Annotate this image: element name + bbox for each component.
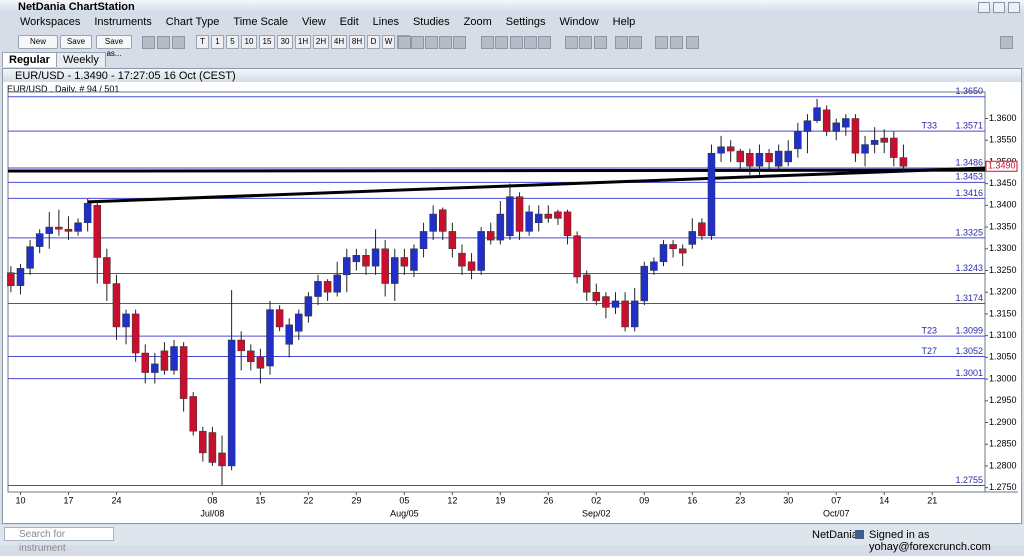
toolbar-icon[interactable] bbox=[453, 36, 466, 49]
timeframe-button[interactable]: 8H bbox=[349, 35, 365, 49]
status-brand: NetDania bbox=[812, 529, 858, 541]
tab[interactable]: Regular bbox=[2, 52, 57, 67]
toolbar-icon[interactable] bbox=[142, 36, 155, 49]
chart-window-title: EUR/USD - 1.3490 - 17:27:05 16 Oct (CEST… bbox=[15, 70, 236, 82]
app-title: NetDania ChartStation bbox=[18, 1, 135, 13]
toolbar-icon[interactable] bbox=[425, 36, 438, 49]
maximize[interactable] bbox=[993, 2, 1005, 13]
toolbar-icon[interactable] bbox=[172, 36, 185, 49]
status-icon bbox=[855, 530, 864, 539]
timeframe-button[interactable]: 15 bbox=[259, 35, 275, 49]
menu-item[interactable]: Help bbox=[612, 16, 636, 28]
timeframe-button[interactable]: 2H bbox=[313, 35, 329, 49]
title-bar: NetDania ChartStation bbox=[0, 0, 1024, 14]
timeframe-button[interactable]: 4H bbox=[331, 35, 347, 49]
toolbar-icon[interactable] bbox=[524, 36, 537, 49]
menu-item[interactable]: Lines bbox=[372, 16, 399, 28]
toolbar-button[interactable]: Save bbox=[60, 35, 92, 49]
menu-item[interactable]: Window bbox=[559, 16, 599, 28]
toolbar-icon[interactable] bbox=[629, 36, 642, 49]
timeframe-button[interactable]: 5 bbox=[226, 35, 239, 49]
menu-item[interactable]: Settings bbox=[505, 16, 546, 28]
toolbar-icon[interactable] bbox=[439, 36, 452, 49]
timeframe-button[interactable]: T bbox=[196, 35, 209, 49]
toolbar-icon[interactable] bbox=[538, 36, 551, 49]
toolbar-icon[interactable] bbox=[495, 36, 508, 49]
timeframe-button[interactable]: 1H bbox=[295, 35, 311, 49]
tabs: Regular Weekly bbox=[0, 51, 1024, 67]
menu-bar: Workspaces Instruments Chart Type Time Scal… bbox=[0, 15, 1024, 31]
status-bar: Search for instrument NetDania Signed in… bbox=[0, 525, 1024, 554]
menu-item[interactable]: Chart Type bbox=[165, 16, 220, 28]
timeframe-button[interactable]: 10 bbox=[241, 35, 257, 49]
toolbar-icon[interactable] bbox=[670, 36, 683, 49]
menu-item[interactable]: Zoom bbox=[463, 16, 492, 28]
toolbar-icon[interactable] bbox=[565, 36, 578, 49]
status-user: Signed in as yohay@forexcrunch.com bbox=[869, 529, 991, 553]
toolbar-icon[interactable] bbox=[510, 36, 523, 49]
toolbar-icon[interactable] bbox=[398, 36, 411, 49]
chart-subtitle: EUR/USD , Daily, # 94 / 501 bbox=[7, 84, 120, 94]
toolbar-icon[interactable] bbox=[655, 36, 668, 49]
menu-item[interactable]: Studies bbox=[412, 16, 450, 28]
toolbar-icon[interactable] bbox=[157, 36, 170, 49]
timeframe-button[interactable]: 1 bbox=[211, 35, 224, 49]
toolbar-button[interactable]: Save as... bbox=[96, 35, 132, 58]
timeframe-button[interactable]: 30 bbox=[277, 35, 293, 49]
toolbar-icon[interactable] bbox=[594, 36, 607, 49]
toolbar-icon[interactable] bbox=[579, 36, 592, 49]
menu-item[interactable]: Workspaces bbox=[20, 16, 81, 28]
chart-window: EUR/USD - 1.3490 - 17:27:05 16 Oct (CEST… bbox=[2, 68, 1022, 524]
toolbar-icon[interactable] bbox=[615, 36, 628, 49]
tab[interactable]: Weekly bbox=[56, 52, 106, 67]
menu-item[interactable]: View bbox=[302, 16, 326, 28]
toolbar-button[interactable]: New bbox=[18, 35, 58, 49]
toolbar-icon[interactable] bbox=[1000, 36, 1013, 49]
toolbar-icon[interactable] bbox=[481, 36, 494, 49]
toolbar-icon[interactable] bbox=[686, 36, 699, 49]
search-box[interactable]: Search for instrument bbox=[4, 527, 114, 554]
toolbar-icon[interactable] bbox=[411, 36, 424, 49]
chart-window-title-bar: EUR/USD - 1.3490 - 17:27:05 16 Oct (CEST… bbox=[3, 69, 1021, 82]
timeframe-button[interactable]: W bbox=[382, 35, 395, 49]
timeframe-button[interactable]: D bbox=[367, 35, 380, 49]
menu-item[interactable]: Instruments bbox=[94, 16, 152, 28]
minimize[interactable] bbox=[978, 2, 990, 13]
menu-item[interactable]: Time Scale bbox=[233, 16, 289, 28]
close[interactable] bbox=[1008, 2, 1020, 13]
menu-item[interactable]: Edit bbox=[339, 16, 359, 28]
